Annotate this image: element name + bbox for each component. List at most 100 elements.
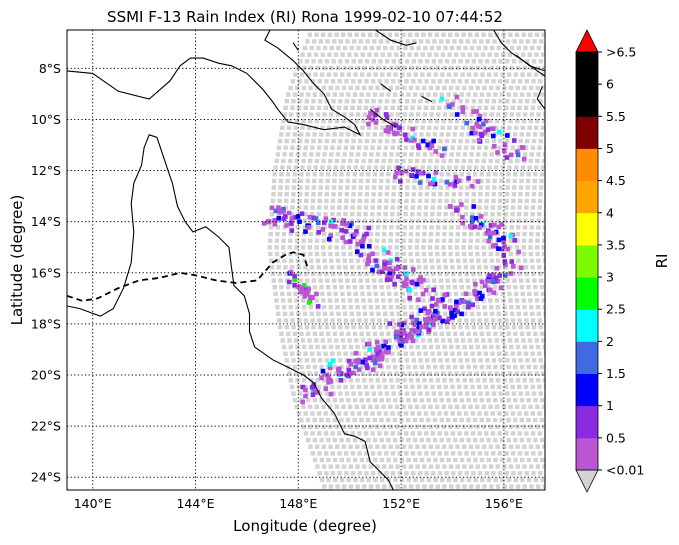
- swath-cell: [429, 45, 435, 51]
- swath-cell: [411, 79, 416, 84]
- swath-cell: [334, 338, 339, 343]
- swath-cell: [446, 285, 451, 290]
- rain-cell: [474, 121, 479, 127]
- swath-cell: [473, 437, 478, 443]
- swath-cell: [542, 378, 545, 383]
- swath-cell: [493, 364, 498, 370]
- swath-cell: [499, 398, 505, 403]
- swath-cell: [406, 285, 411, 290]
- swath-cell: [356, 311, 361, 316]
- swath-cell: [304, 358, 310, 363]
- swath-cell: [310, 431, 315, 436]
- swath-cell: [493, 125, 499, 130]
- swath-cell: [328, 484, 334, 489]
- swath-cell: [328, 404, 333, 409]
- swath-cell: [426, 72, 432, 77]
- swath-cell: [489, 258, 494, 263]
- rain-cell: [335, 367, 341, 372]
- swath-cell: [330, 145, 335, 150]
- swath-cell: [386, 457, 391, 463]
- swath-cell: [531, 451, 536, 456]
- swath-cell: [384, 59, 390, 64]
- swath-cell: [423, 351, 428, 356]
- swath-cell: [446, 92, 451, 97]
- swath-cell: [514, 371, 519, 376]
- swath-cell: [519, 285, 525, 290]
- swath-cell: [312, 132, 317, 137]
- swath-cell: [479, 437, 485, 443]
- swath-cell: [457, 471, 463, 476]
- swath-cell: [329, 45, 334, 51]
- swath-cell: [388, 231, 394, 237]
- swath-cell: [424, 192, 430, 197]
- swath-cell: [511, 324, 517, 330]
- rain-cell: [478, 214, 484, 219]
- swath-cell: [495, 305, 501, 310]
- swath-cell: [277, 198, 282, 204]
- swath-cell: [355, 231, 360, 237]
- swath-cell: [401, 298, 406, 303]
- rain-cell: [355, 359, 361, 365]
- swath-cell: [428, 231, 434, 237]
- swath-cell: [281, 245, 286, 250]
- swath-cell: [315, 464, 320, 469]
- swath-cell: [291, 391, 296, 396]
- swath-cell: [526, 285, 531, 290]
- swath-cell: [536, 152, 541, 157]
- swath-cell: [512, 39, 517, 44]
- swath-cell: [530, 411, 536, 416]
- swath-cell: [542, 305, 545, 310]
- swath-cell: [491, 471, 496, 476]
- swath-cell: [437, 451, 442, 456]
- swath-cell: [337, 79, 342, 84]
- swath-cell: [439, 172, 444, 177]
- swath-cell: [525, 324, 530, 330]
- swath-cell: [349, 311, 354, 316]
- swath-cell: [502, 444, 507, 449]
- swath-cell: [365, 39, 370, 44]
- swath-cell: [516, 311, 521, 316]
- swath-cell: [443, 105, 449, 110]
- swath-cell: [436, 265, 442, 270]
- swath-cell: [351, 99, 356, 104]
- swath-cell: [331, 59, 336, 64]
- swath-cell: [330, 384, 335, 390]
- swath-cell: [350, 351, 355, 356]
- swath-cell: [471, 391, 477, 396]
- swath-cell: [368, 344, 374, 350]
- swath-cell: [429, 218, 435, 223]
- swath-cell: [306, 364, 311, 370]
- swath-cell: [413, 72, 418, 77]
- y-axis-ticks: 8°S10°S12°S14°S16°S18°S20°S22°S24°S: [31, 61, 61, 485]
- swath-cell: [303, 265, 308, 270]
- swath-cell: [402, 225, 407, 230]
- swath-cell: [290, 79, 296, 84]
- rain-cell: [508, 233, 513, 239]
- swath-cell: [432, 278, 437, 283]
- swath-cell: [311, 39, 317, 44]
- swath-cell: [485, 358, 490, 363]
- swath-cell: [439, 178, 444, 184]
- swath-cell: [457, 451, 462, 456]
- swath-cell: [541, 298, 545, 303]
- rain-cell: [469, 183, 475, 189]
- swath-cell: [379, 285, 384, 290]
- swath-cell: [411, 185, 417, 190]
- swath-cell: [335, 112, 341, 117]
- swath-cell: [364, 59, 370, 64]
- swath-cell: [300, 165, 305, 170]
- swath-cell: [429, 484, 434, 489]
- swath-cell: [426, 398, 431, 403]
- swath-cell: [309, 65, 314, 71]
- swath-cell: [484, 198, 489, 204]
- swath-cell: [359, 132, 364, 137]
- swath-cell: [330, 351, 335, 356]
- swath-cell: [456, 265, 462, 270]
- swath-cell: [453, 165, 459, 170]
- swath-cell: [495, 464, 500, 469]
- swath-cell: [542, 464, 545, 469]
- swath-cell: [383, 311, 388, 316]
- swath-cell: [321, 118, 326, 124]
- rain-cell: [327, 362, 333, 367]
- swath-cell: [492, 417, 498, 423]
